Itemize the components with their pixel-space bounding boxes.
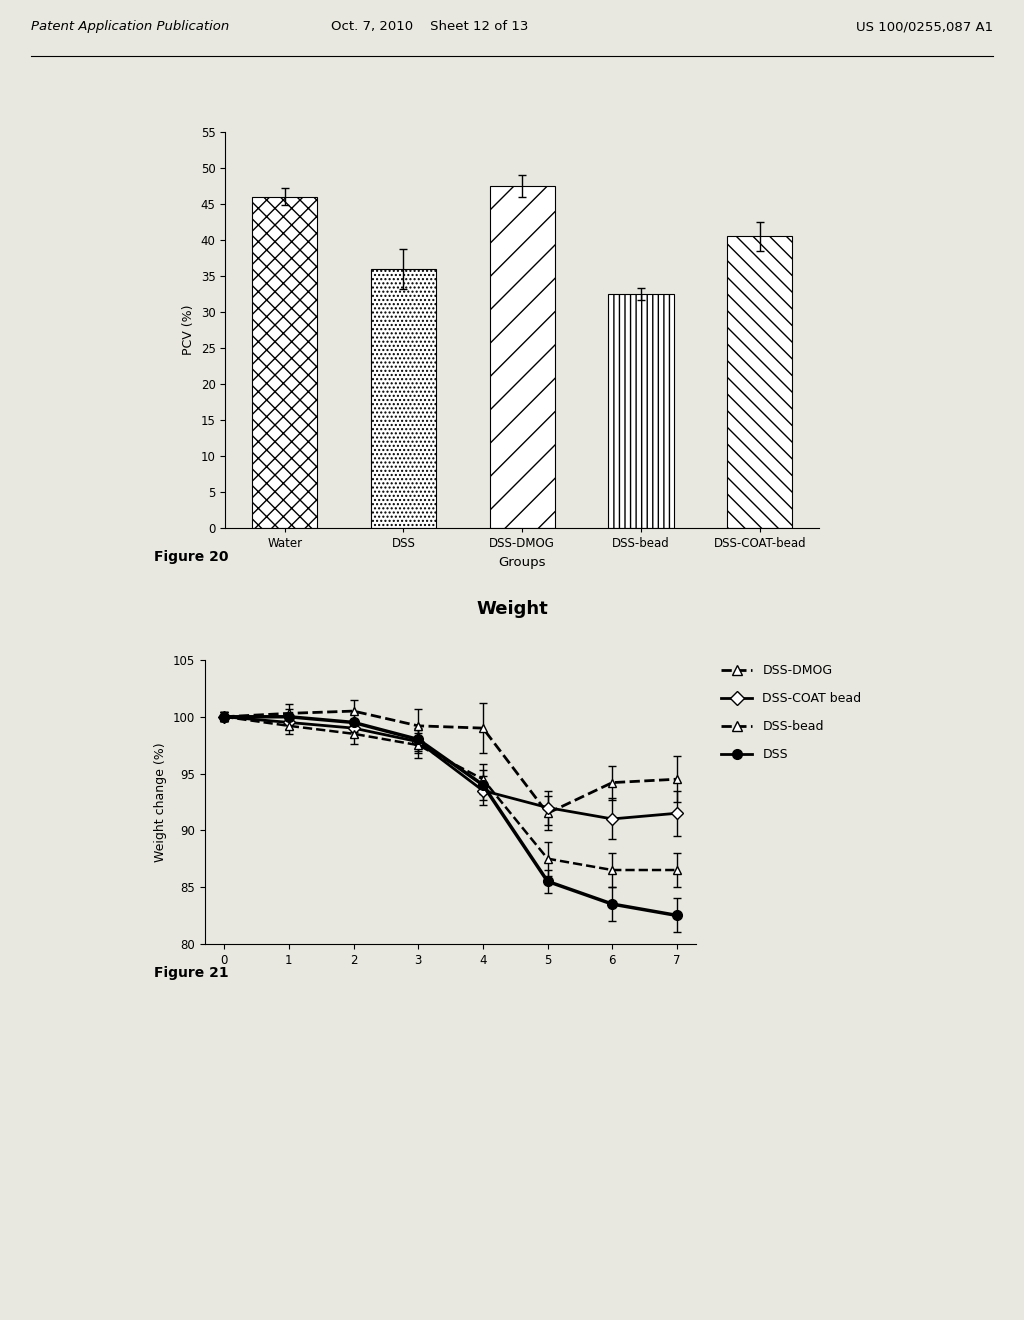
- X-axis label: Groups: Groups: [499, 556, 546, 569]
- Text: Oct. 7, 2010    Sheet 12 of 13: Oct. 7, 2010 Sheet 12 of 13: [332, 20, 528, 33]
- Bar: [252, 197, 317, 528]
- Text: US 100/0255,087 A1: US 100/0255,087 A1: [856, 20, 993, 33]
- Bar: [608, 294, 674, 528]
- Bar: [371, 269, 436, 528]
- Bar: [489, 186, 555, 528]
- Text: Patent Application Publication: Patent Application Publication: [31, 20, 229, 33]
- Bar: [727, 236, 793, 528]
- Text: Figure 21: Figure 21: [154, 966, 228, 979]
- Y-axis label: PCV (%): PCV (%): [182, 305, 196, 355]
- Text: Figure 20: Figure 20: [154, 550, 228, 564]
- Text: Weight: Weight: [476, 599, 548, 618]
- Legend: DSS-DMOG, DSS-COAT bead, DSS-bead, DSS: DSS-DMOG, DSS-COAT bead, DSS-bead, DSS: [718, 660, 865, 766]
- Y-axis label: Weight change (%): Weight change (%): [155, 742, 167, 862]
